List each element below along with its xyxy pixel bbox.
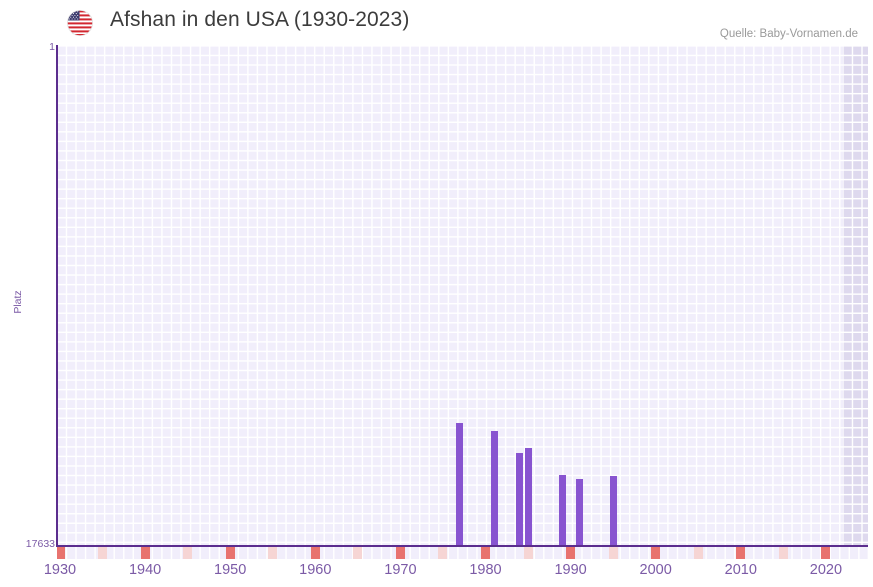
x-tick-major [736,547,746,559]
x-tick-minor [608,547,618,559]
x-tick-major [395,547,405,559]
x-tick-major [140,547,150,559]
x-tick-major [225,547,235,559]
bar[interactable] [575,478,583,546]
bar[interactable] [456,422,464,546]
x-axis-tick-label: 1930 [43,562,77,578]
x-tick-minor [778,547,788,559]
y-axis-tick-bottom: 17633 [25,538,55,550]
x-tick-major [310,547,320,559]
no-data-shaded-band [842,46,868,546]
y-axis-tick-top: 1 [49,41,55,53]
bar[interactable] [609,475,617,546]
x-axis-tick-label: 1940 [128,562,162,578]
bar[interactable] [524,448,532,546]
chart-header: Afshan in den USA (1930-2023) Quelle: Ba… [0,0,873,44]
x-tick-major [821,547,831,559]
x-axis-tick-label: 2020 [809,562,843,578]
bar[interactable] [516,453,524,546]
bar[interactable] [490,430,498,546]
chart-title: Afshan in den USA (1930-2023) [110,8,410,31]
x-axis-tick-label: 1980 [469,562,502,578]
plot-area [57,46,868,546]
x-axis-tick-label: 2010 [724,562,757,578]
x-axis-tick-strip [57,547,868,559]
x-tick-major [566,547,576,559]
x-axis-tick-label: 1990 [554,562,587,578]
x-tick-major [57,547,65,559]
x-axis-tick-label: 2000 [639,562,672,578]
x-tick-major [651,547,661,559]
bar[interactable] [558,475,566,546]
x-tick-minor [268,547,278,559]
x-tick-minor [353,547,363,559]
y-axis-line [56,45,58,547]
x-axis-tick-label: 1970 [384,562,417,578]
y-axis-title: Platz [12,290,24,314]
x-tick-minor [183,547,193,559]
x-tick-minor [438,547,448,559]
x-tick-minor [693,547,703,559]
x-tick-major [481,547,490,559]
x-axis-tick-label: 1950 [214,562,247,578]
x-axis-tick-label: 1960 [299,562,332,578]
x-tick-minor [98,547,108,559]
us-flag-icon [62,10,98,36]
source-attribution: Quelle: Baby-Vornamen.de [719,28,858,40]
x-tick-minor [523,547,533,559]
x-axis-line [56,545,868,547]
